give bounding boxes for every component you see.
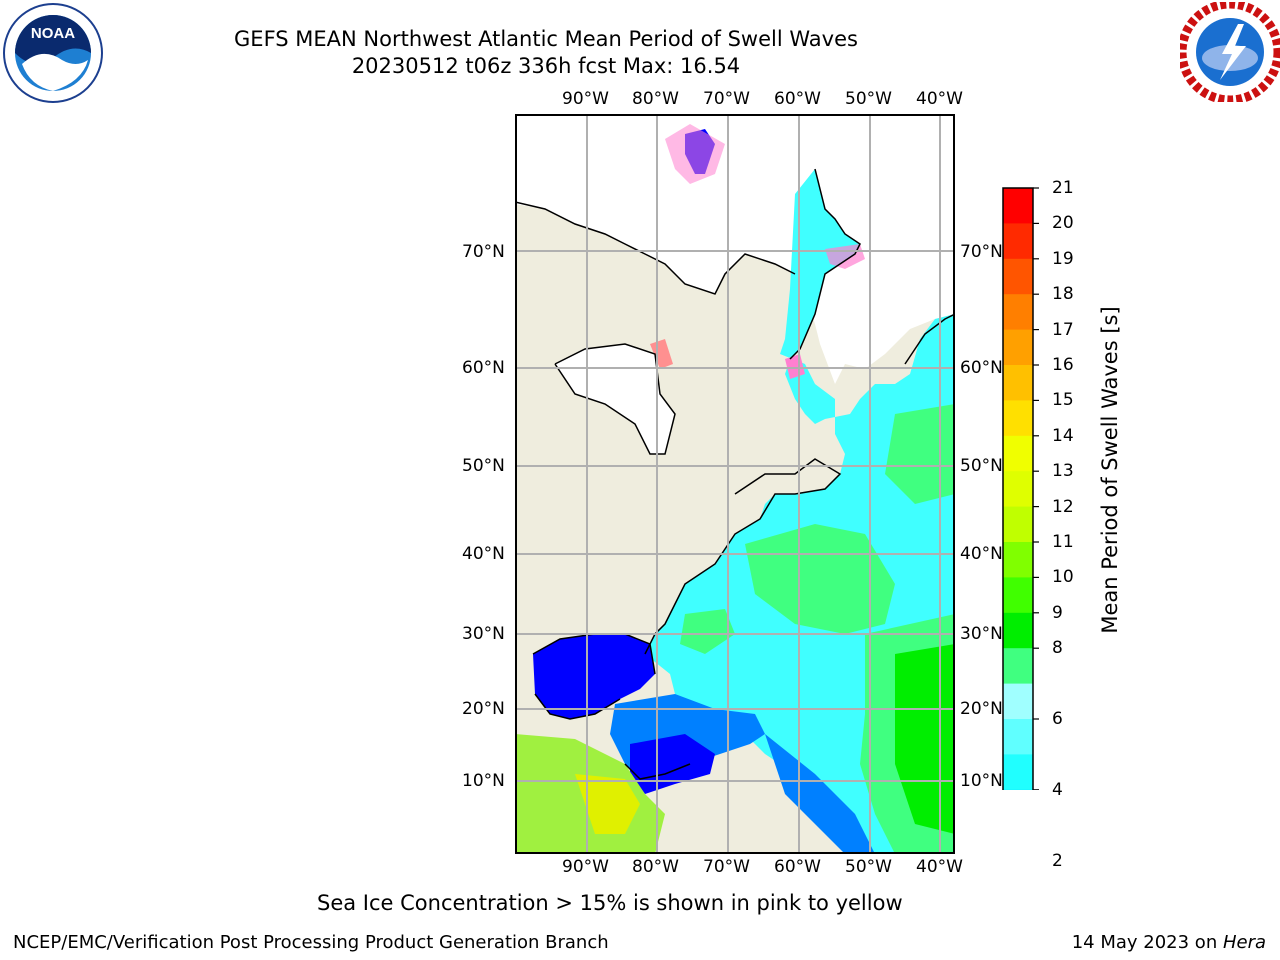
lon-label-bottom-40w: 40°W: [916, 857, 963, 877]
colorbar-tick-label: 4: [1052, 779, 1063, 800]
map-title: GEFS MEAN Northwest Atlantic Mean Period…: [234, 27, 858, 51]
colorbar-segment: [1003, 754, 1033, 790]
colorbar-segment: [1003, 435, 1033, 472]
colorbar-label: Mean Period of Swell Waves [s]: [1098, 306, 1122, 634]
lat-label-right-50n: 50°N: [960, 456, 1003, 476]
lon-label-bottom-70w: 70°W: [703, 857, 750, 877]
lat-label-left-60n: 60°N: [462, 358, 505, 378]
lon-label-bottom-50w: 50°W: [845, 857, 892, 877]
footer-run-info: 14 May 2023 on Hera: [1072, 932, 1266, 953]
colorbar-tick-label: 13: [1052, 461, 1074, 482]
graticule: [515, 114, 955, 854]
colorbar-segment: [1003, 223, 1033, 260]
lat-label-right-60n: 60°N: [960, 358, 1003, 378]
lon-label-top-60w: 60°W: [774, 89, 821, 109]
colorbar-segment: [1003, 188, 1033, 224]
lat-label-left-10n: 10°N: [462, 771, 505, 791]
colorbar-segment: [1003, 683, 1033, 720]
colorbar-frame: [1002, 187, 1034, 790]
lon-label-top-50w: 50°W: [845, 89, 892, 109]
lat-label-right-20n: 20°N: [960, 699, 1003, 719]
colorbar-segment: [1003, 612, 1033, 649]
lat-label-right-10n: 10°N: [960, 771, 1003, 791]
map-panel: [515, 114, 955, 854]
colorbar: [1002, 187, 1039, 790]
colorbar-tick-label: 17: [1052, 319, 1074, 340]
sea-ice-caption: Sea Ice Concentration > 15% is shown in …: [317, 891, 903, 915]
colorbar-tick-label: 6: [1052, 709, 1063, 729]
footer-host: Hera: [1222, 932, 1266, 953]
lon-label-top-90w: 90°W: [562, 89, 609, 109]
colorbar-tick-labels: 21 20 19 18 17 16 15 14 13 12 11 10 9 8 6 4 2: [1052, 0, 1092, 960]
colorbar-tick-label: 18: [1052, 284, 1074, 305]
map-frame: [515, 114, 955, 854]
colorbar-segment: [1003, 648, 1033, 685]
colorbar-tick-label: 9: [1052, 602, 1063, 623]
lon-label-top-70w: 70°W: [703, 89, 750, 109]
footer-date: 14 May 2023 on: [1071, 932, 1223, 953]
noaa-logo: NOAA: [2, 2, 104, 104]
lon-label-bottom-80w: 80°W: [632, 857, 679, 877]
colorbar-segment: [1003, 329, 1033, 366]
lon-label-top-80w: 80°W: [632, 89, 679, 109]
nws-logo: [1177, 0, 1280, 105]
colorbar-tick-label: 16: [1052, 355, 1074, 375]
sea-ice-pink: [665, 124, 725, 184]
colorbar-tick-label: 12: [1052, 496, 1074, 517]
lat-label-left-50n: 50°N: [462, 456, 505, 476]
colorbar-tick-label: 21: [1052, 178, 1074, 198]
colorbar-segment: [1003, 294, 1033, 331]
colorbar-segment: [1003, 577, 1033, 614]
lat-label-left-40n: 40°N: [462, 544, 505, 564]
lat-label-right-70n: 70°N: [960, 242, 1003, 262]
colorbar-tick-label: 14: [1052, 425, 1074, 446]
colorbar-tick-label: 2: [1052, 850, 1063, 871]
arctic-white-region: [515, 114, 955, 454]
colorbar-tick-label: 20: [1052, 213, 1074, 234]
colorbar-tick-label: 19: [1052, 248, 1074, 269]
colorbar-segment: [1003, 258, 1033, 295]
colorbar-segment: [1003, 542, 1033, 578]
gulf-caribbean: [533, 634, 875, 854]
colorbar-segment: [1003, 506, 1033, 543]
colorbar-segment: [1003, 471, 1033, 508]
footer-branch: NCEP/EMC/Verification Post Processing Pr…: [13, 932, 609, 953]
lat-label-right-30n: 30°N: [960, 624, 1003, 644]
lat-label-left-20n: 20°N: [462, 699, 505, 719]
map-subtitle: 20230512 t06z 336h fcst Max: 16.54: [351, 54, 741, 78]
lon-label-top-40w: 40°W: [916, 89, 963, 109]
lat-label-left-70n: 70°N: [462, 242, 505, 262]
lat-label-right-40n: 40°N: [960, 544, 1003, 564]
lon-label-bottom-90w: 90°W: [562, 857, 609, 877]
colorbar-tick-label: 8: [1052, 638, 1063, 659]
noaa-logo-text: NOAA: [31, 25, 75, 42]
colorbar-tick-label: 11: [1052, 532, 1074, 552]
lon-label-bottom-60w: 60°W: [774, 857, 821, 877]
colorbar-segment: [1003, 719, 1033, 755]
colorbar-segment: [1003, 365, 1033, 401]
colorbar-segment: [1003, 400, 1033, 437]
colorbar-tick-label: 10: [1052, 567, 1074, 588]
colorbar-tick-label: 15: [1052, 390, 1074, 411]
lat-label-left-30n: 30°N: [462, 624, 505, 644]
